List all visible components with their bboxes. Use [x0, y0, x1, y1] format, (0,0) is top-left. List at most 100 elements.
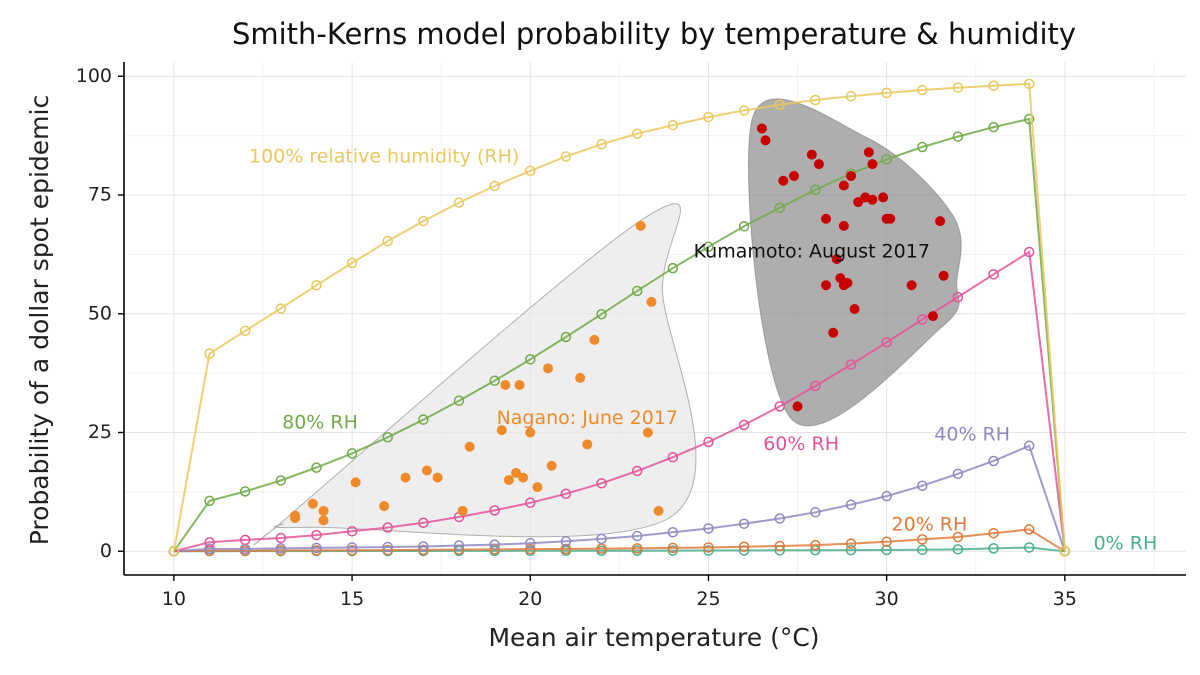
series-point — [881, 536, 892, 547]
observation-point — [867, 194, 878, 205]
series-point — [311, 529, 322, 541]
observation-point — [503, 475, 514, 485]
series-line — [173, 444, 1066, 553]
observation-point — [457, 505, 468, 516]
observation-point — [350, 477, 361, 488]
series-point — [738, 221, 750, 232]
series-point — [988, 269, 999, 280]
observation-point — [646, 296, 657, 307]
series-point — [560, 331, 572, 343]
series-point — [845, 538, 857, 549]
series-point — [774, 202, 785, 214]
series-point — [988, 543, 999, 554]
chart-title: Smith-Kerns model probability by tempera… — [232, 17, 1076, 51]
series-point — [311, 280, 322, 291]
series-point — [917, 314, 928, 325]
series-point — [596, 533, 607, 545]
observation-point — [532, 482, 543, 493]
series-point — [525, 543, 536, 555]
observation-point — [318, 505, 329, 516]
series-point — [774, 99, 785, 110]
series-point — [917, 84, 928, 96]
series-point — [525, 537, 536, 549]
observation-point — [582, 439, 593, 450]
observation-point — [842, 277, 853, 288]
series-point — [988, 80, 999, 91]
observation-point — [935, 216, 946, 227]
series-point — [917, 480, 928, 491]
series-point — [952, 468, 964, 480]
series-point — [560, 151, 572, 162]
series-point — [204, 495, 215, 507]
observation-point — [500, 380, 511, 390]
y-tick-label: 0 — [100, 540, 112, 562]
observation-hull — [253, 203, 697, 546]
series-point — [204, 536, 215, 548]
series-point — [418, 414, 429, 425]
series-point — [810, 380, 821, 392]
series-point — [667, 451, 679, 463]
series-point — [560, 536, 572, 547]
series-point — [952, 291, 964, 303]
observation-point — [642, 427, 653, 438]
series-point — [810, 507, 821, 518]
series-point — [346, 257, 358, 269]
observation-point — [938, 270, 949, 281]
series-point — [631, 285, 643, 297]
x-tick-label: 20 — [518, 588, 542, 610]
observation-point — [318, 515, 329, 526]
observation-point — [511, 467, 522, 478]
series-point — [1023, 440, 1035, 452]
series-point — [239, 534, 251, 546]
observation-point — [885, 213, 896, 224]
series-point — [631, 128, 643, 139]
series-point — [418, 215, 429, 227]
series-point — [881, 154, 892, 165]
observation-point — [792, 401, 803, 412]
series-point — [382, 432, 393, 443]
series-point — [346, 545, 358, 556]
series-point — [952, 531, 964, 543]
series-point — [631, 465, 643, 477]
series-point — [845, 359, 857, 370]
observation-hull — [748, 98, 962, 427]
series-line — [173, 528, 1066, 553]
observation-label: Nagano: June 2017 — [497, 407, 678, 429]
series-point — [917, 534, 928, 545]
y-tick-label: 100 — [76, 65, 112, 87]
series-point — [703, 542, 714, 553]
series-label: 20% RH — [892, 514, 968, 536]
series-point — [988, 527, 999, 539]
series-point — [738, 518, 750, 529]
observation-point — [635, 220, 646, 231]
series-point — [418, 541, 429, 552]
series-point — [239, 325, 251, 337]
series-line — [173, 117, 1066, 552]
series-point — [239, 486, 251, 497]
x-axis-title: Mean air temperature (°C) — [488, 623, 819, 652]
series-point — [560, 543, 572, 555]
series-point — [275, 543, 287, 554]
series-point — [1023, 246, 1035, 258]
series-point — [703, 111, 714, 123]
observation-point — [813, 159, 824, 170]
series-point — [275, 532, 287, 544]
series-line — [173, 250, 1066, 553]
series-point — [738, 419, 750, 431]
series-point — [917, 141, 928, 153]
series-point — [525, 354, 536, 365]
series-point — [596, 308, 607, 320]
series-point — [810, 184, 821, 196]
series-point — [418, 517, 429, 528]
observation-point — [496, 425, 507, 436]
series-point — [418, 544, 429, 556]
observation-point — [878, 192, 889, 203]
series-point — [881, 544, 892, 556]
series-point — [774, 540, 785, 552]
series-point — [1023, 524, 1035, 535]
series-point — [810, 94, 821, 106]
y-tick-label: 50 — [88, 302, 112, 324]
series-point — [560, 488, 572, 500]
series-point — [489, 539, 500, 550]
series-point — [168, 546, 180, 557]
